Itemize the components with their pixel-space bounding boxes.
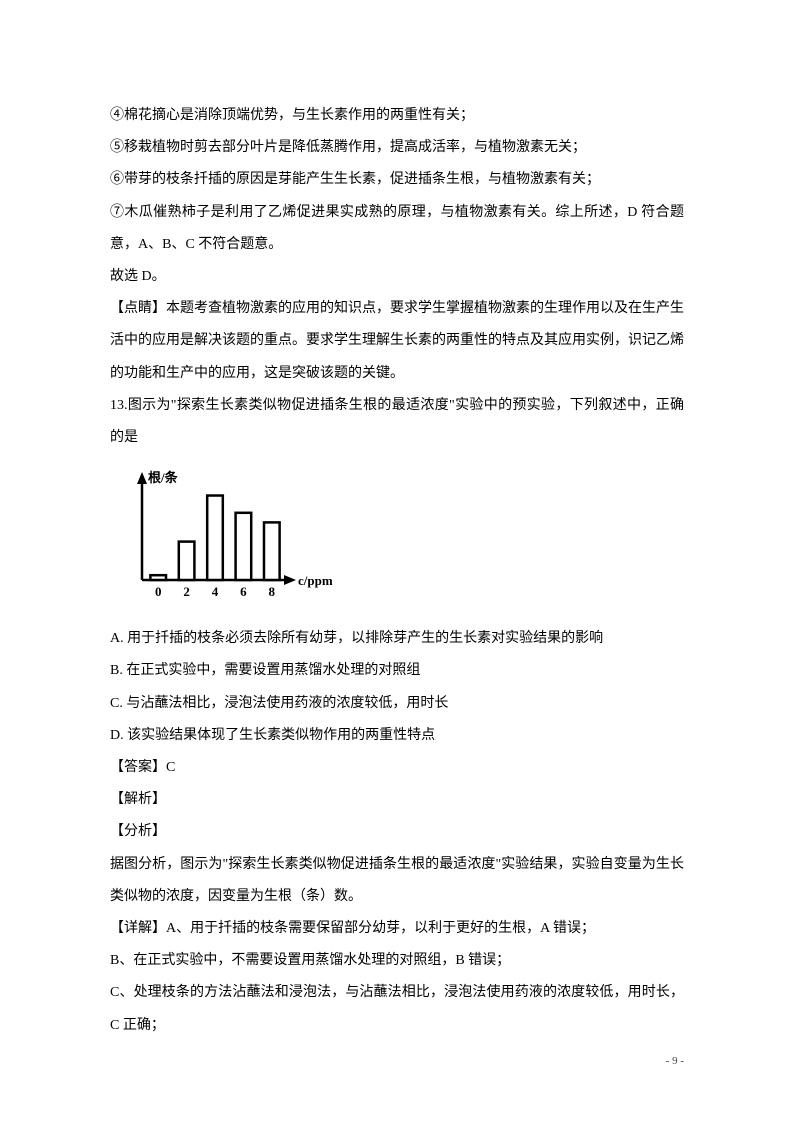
para-4: ④棉花摘心是消除顶端优势，与生长素作用的两重性有关； xyxy=(110,100,684,132)
svg-text:6: 6 xyxy=(240,584,247,599)
fenxi-body: 据图分析，图示为"探索生长素类似物促进插条生根的最适浓度"实验结果，实验自变量为… xyxy=(110,849,684,913)
para-guxuan: 故选 D。 xyxy=(110,261,684,293)
para-dianjing: 【点睛】本题考查植物激素的应用的知识点，要求学生掌握植物激素的生理作用以及在生产… xyxy=(110,293,684,390)
svg-text:0: 0 xyxy=(155,584,162,599)
para-5: ⑤移栽植物时剪去部分叶片是降低蒸腾作用，提高成活率，与植物激素无关； xyxy=(110,132,684,164)
question-13-stem: 13.图示为"探索生长素类似物促进插条生根的最适浓度"实验中的预实验，下列叙述中… xyxy=(110,390,684,454)
chart-figure: 根/条 c/ppm 0 2 4 6 8 xyxy=(110,462,684,615)
answer: 【答案】C xyxy=(110,752,684,784)
svg-text:根/条: 根/条 xyxy=(148,470,179,485)
option-b: B. 在正式实验中，需要设置用蒸馏水处理的对照组 xyxy=(110,655,684,687)
bar-chart-svg: 根/条 c/ppm 0 2 4 6 8 xyxy=(110,462,340,602)
svg-text:4: 4 xyxy=(212,584,219,599)
svg-text:c/ppm: c/ppm xyxy=(298,573,333,588)
xiangjie-c: C、处理枝条的方法沾蘸法和浸泡法，与沾蘸法相比，浸泡法使用药液的浓度较低，用时长… xyxy=(110,977,684,1041)
para-7: ⑦木瓜催熟柿子是利用了乙烯促进果实成熟的原理，与植物激素有关。综上所述，D 符合… xyxy=(110,197,684,261)
svg-text:8: 8 xyxy=(269,584,276,599)
option-c: C. 与沾蘸法相比，浸泡法使用药液的浓度较低，用时长 xyxy=(110,688,684,720)
document-body: ④棉花摘心是消除顶端优势，与生长素作用的两重性有关； ⑤移栽植物时剪去部分叶片是… xyxy=(110,100,684,1042)
jiexi-heading: 【解析】 xyxy=(110,784,684,816)
svg-text:2: 2 xyxy=(183,584,190,599)
option-a: A. 用于扦插的枝条必须去除所有幼芽，以排除芽产生的生长素对实验结果的影响 xyxy=(110,623,684,655)
xiangjie-a: 【详解】A、用于扦插的枝条需要保留部分幼芽，以利于更好的生根，A 错误； xyxy=(110,913,684,945)
option-d: D. 该实验结果体现了生长素类似物作用的两重性特点 xyxy=(110,720,684,752)
page-number: - 9 - xyxy=(666,1055,684,1067)
xiangjie-b: B、在正式实验中，不需要设置用蒸馏水处理的对照组，B 错误； xyxy=(110,945,684,977)
fenxi-heading: 【分析】 xyxy=(110,816,684,848)
para-6: ⑥带芽的枝条扦插的原因是芽能产生生长素，促进插条生根，与植物激素有关； xyxy=(110,164,684,196)
